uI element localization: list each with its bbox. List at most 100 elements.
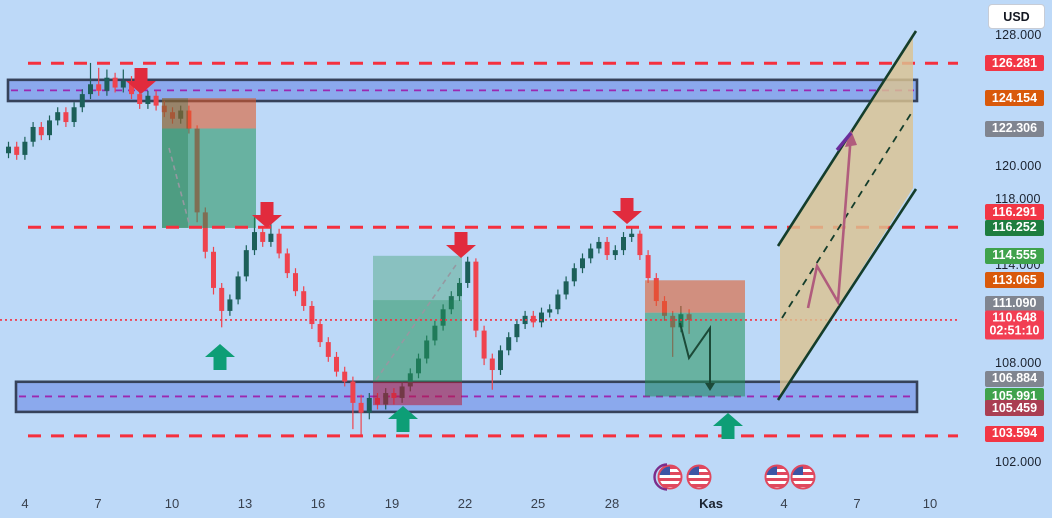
candle-body: [88, 84, 93, 95]
candle: [539, 307, 544, 328]
price-level-badge: 105.459: [985, 400, 1044, 417]
candle-body: [268, 233, 274, 242]
countdown-timer: 02:51:10: [989, 323, 1040, 338]
prediction-arrowhead: [705, 383, 715, 391]
candle-body: [260, 232, 266, 242]
supply-band: [6, 78, 919, 103]
candle-body: [580, 258, 585, 269]
flag-stripe: [792, 478, 814, 481]
candle-body: [129, 80, 134, 95]
candle-body: [342, 371, 348, 382]
candle: [629, 227, 635, 242]
candle-body: [63, 112, 69, 123]
flag-stripes: [792, 466, 814, 487]
candle-body: [22, 141, 28, 155]
flag-canton: [659, 466, 670, 475]
candle: [96, 67, 102, 96]
candle: [571, 263, 577, 287]
candle-body: [137, 94, 143, 104]
price-level-badge: 124.154: [985, 90, 1044, 107]
candle: [309, 301, 315, 329]
candle-body: [243, 250, 249, 277]
candle: [489, 353, 495, 390]
candle: [284, 248, 290, 279]
candle: [621, 232, 626, 256]
candle: [112, 72, 118, 93]
candle-body: [55, 112, 61, 121]
candle: [645, 250, 651, 283]
candle-body: [604, 241, 610, 256]
candle-body: [14, 146, 20, 155]
candle: [104, 69, 110, 96]
flag-stripe: [792, 484, 814, 487]
price-gridline-label: 128.000: [995, 28, 1042, 42]
sell-signal-arrow-icon: [126, 68, 156, 94]
time-axis-label: 7: [853, 496, 861, 511]
price-level-badge: 103.594: [985, 425, 1044, 442]
price-level-badge: 106.884: [985, 370, 1044, 387]
candle-body: [498, 350, 503, 371]
zone-right-green-part: [645, 312, 745, 397]
channel-projection-arrow: [806, 133, 853, 309]
flag-ring: [790, 464, 816, 490]
channel-arrowhead: [845, 130, 857, 147]
candle: [55, 107, 61, 126]
flag-stripes: [766, 466, 788, 487]
candle: [145, 90, 151, 109]
candle-body: [317, 324, 323, 343]
candle-body: [514, 324, 520, 338]
flag-stripes: [659, 466, 681, 487]
candle-body: [506, 337, 512, 351]
flag-ring: [764, 464, 790, 490]
candle: [63, 107, 69, 127]
candle: [79, 89, 85, 113]
flag-stripe: [659, 484, 681, 487]
candle-body: [104, 77, 110, 91]
candle-body: [358, 402, 364, 413]
us-flag-icon: [764, 464, 790, 490]
sell-signal-arrow-icon: [612, 198, 642, 224]
flag-purple-ring: [653, 463, 668, 491]
candle-body: [489, 358, 495, 371]
time-axis-label: 16: [310, 496, 326, 511]
prediction-path: [679, 322, 715, 391]
time-axis-label: 7: [94, 496, 102, 511]
candle: [153, 90, 159, 111]
price-level-badge: 114.555: [985, 247, 1044, 264]
supply-band-rect: [6, 78, 919, 103]
zone-middle-red-part: [373, 381, 462, 406]
zone-left-inner-overlay: [162, 98, 188, 228]
candle: [38, 122, 44, 141]
candle: [235, 271, 241, 305]
candle: [120, 69, 126, 93]
candle: [211, 246, 216, 295]
flag-stripe: [766, 484, 788, 487]
candle-body: [465, 261, 471, 283]
candle-body: [235, 276, 241, 300]
candle: [612, 245, 618, 260]
candle: [530, 310, 536, 328]
candle: [514, 319, 520, 343]
candle: [47, 115, 52, 141]
candle-body: [96, 84, 102, 91]
candle: [588, 243, 594, 264]
candle-body: [120, 80, 126, 88]
candle: [481, 325, 487, 366]
candle-body: [637, 233, 643, 256]
time-axis-month-label: Kas: [699, 496, 723, 511]
candle-body: [563, 281, 569, 295]
zone-left: [162, 98, 256, 228]
candle: [301, 286, 307, 311]
candle: [129, 76, 134, 100]
us-flag-icon: [790, 464, 816, 490]
currency-button[interactable]: USD: [988, 4, 1045, 29]
candle-body: [571, 268, 577, 282]
candle: [30, 122, 36, 147]
candle: [498, 345, 503, 375]
candle: [506, 332, 512, 356]
candle: [350, 376, 356, 430]
candle-body: [645, 255, 651, 279]
channel-midline: [781, 111, 913, 319]
candle-body: [30, 126, 36, 142]
